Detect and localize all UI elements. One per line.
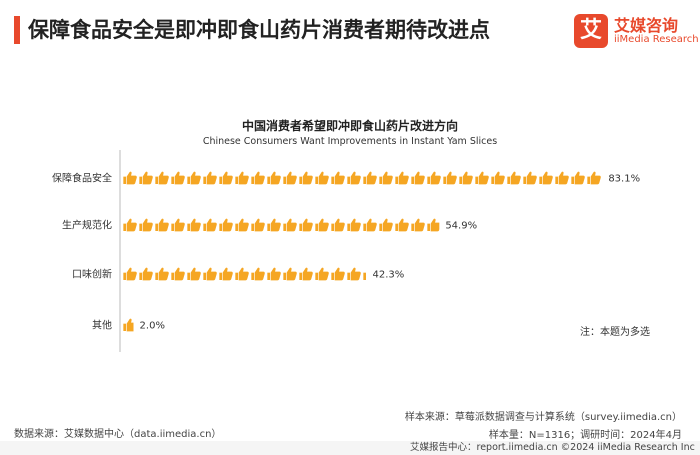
thumbs-up-icon: [411, 171, 425, 185]
title-accent-bar: [14, 16, 20, 44]
thumbs-up-icon: [363, 171, 377, 185]
thumbs-up-icon: [155, 267, 169, 281]
thumbs-up-icon: [571, 171, 585, 185]
sample-info: 样本量：N=1316；调研时间：2024年4月: [488, 430, 682, 441]
bar: [123, 218, 440, 232]
thumbs-up-icon: [283, 171, 297, 185]
bar: [123, 171, 601, 185]
thumbs-up-icon: [251, 171, 265, 185]
thumbs-up-icon: [443, 171, 457, 185]
page-title: 保障食品安全是即冲即食山药片消费者期待改进点: [28, 18, 490, 42]
category-label: 口味创新: [72, 268, 112, 281]
thumbs-up-icon: [347, 267, 361, 281]
thumbs-up-icon: [267, 171, 281, 185]
thumbs-up-icon: [331, 171, 345, 185]
thumbs-up-icon: [267, 218, 281, 232]
thumbs-up-icon: [315, 171, 329, 185]
thumbs-up-icon: [379, 218, 393, 232]
thumbs-up-icon: [347, 171, 361, 185]
data-source: 数据来源：艾媒数据中心（data.iimedia.cn）: [14, 429, 222, 440]
thumbs-up-icon: [123, 267, 137, 281]
thumbs-up-icon: [187, 171, 201, 185]
chart-title: 中国消费者希望即冲即食山药片改进方向: [241, 119, 458, 133]
thumbs-up-icon: [187, 218, 201, 232]
thumbs-up-icon: [123, 171, 137, 185]
bar: [123, 267, 367, 281]
thumbs-up-icon: [347, 218, 361, 232]
category-label: 其他: [92, 319, 112, 332]
thumbs-up-icon: [395, 218, 409, 232]
chart-note: 注：本题为多选: [580, 327, 650, 338]
thumbs-up-icon: [235, 218, 249, 232]
footer-bar: 艾媒报告中心：report.iimedia.cn ©2024 iiMedia R…: [0, 441, 700, 455]
thumbs-up-icon: [395, 171, 409, 185]
thumbs-up-icon: [235, 171, 249, 185]
thumbs-up-icon: [171, 171, 185, 185]
thumbs-up-icon: [187, 267, 201, 281]
thumbs-up-icon: [475, 171, 489, 185]
thumbs-up-icon: [491, 171, 505, 185]
value-label: 2.0%: [140, 321, 165, 332]
thumbs-up-icon: [219, 171, 233, 185]
thumbs-up-icon: [155, 171, 169, 185]
thumbs-up-icon: [235, 267, 249, 281]
thumbs-up-icon: [459, 171, 473, 185]
bar: [123, 318, 134, 332]
brand-logo: 艾 艾媒咨询 iiMedia Research: [574, 12, 699, 52]
thumbs-up-icon: [139, 218, 153, 232]
thumbs-up-icon: [411, 218, 425, 232]
thumbs-up-icon: [299, 218, 313, 232]
logo-mark-icon: 艾: [574, 14, 608, 48]
thumbs-up-icon: [283, 267, 297, 281]
category-label: 保障食品安全: [52, 172, 112, 185]
logo-name-en: iiMedia Research: [614, 34, 699, 45]
thumbs-up-icon: [155, 218, 169, 232]
thumbs-up-icon: [539, 171, 553, 185]
value-label: 42.3%: [372, 270, 404, 281]
thumbs-up-icon: [171, 267, 185, 281]
thumbs-up-icon: [267, 267, 281, 281]
value-label: 83.1%: [608, 174, 640, 185]
thumbs-up-icon: [587, 171, 601, 185]
thumbs-up-icon: [203, 171, 217, 185]
thumbs-up-icon: [139, 267, 153, 281]
thumbs-up-icon: [331, 218, 345, 232]
thumbs-up-icon: [123, 218, 137, 232]
chart-subtitle: Chinese Consumers Want Improvements in I…: [202, 136, 498, 147]
thumbs-up-icon: [251, 267, 265, 281]
thumbs-up-icon: [331, 267, 345, 281]
thumbs-up-icon: [363, 218, 377, 232]
thumbs-up-icon: [315, 267, 329, 281]
thumbs-up-icon: [427, 171, 441, 185]
thumbs-up-icon: [203, 267, 217, 281]
category-label: 生产规范化: [62, 219, 112, 232]
thumbs-up-icon: [523, 171, 537, 185]
thumbs-up-icon: [299, 267, 313, 281]
sample-source: 样本来源：草莓派数据调查与计算系统（survey.iimedia.cn）: [404, 412, 682, 423]
thumbs-up-icon: [171, 218, 185, 232]
thumbs-up-icon: [123, 318, 134, 332]
thumbs-up-icon: [555, 171, 569, 185]
footer-text: 艾媒报告中心：report.iimedia.cn ©2024 iiMedia R…: [410, 442, 695, 453]
thumbs-up-icon: [219, 218, 233, 232]
thumbs-up-icon: [283, 218, 297, 232]
thumbs-up-icon: [251, 218, 265, 232]
thumbs-up-icon: [379, 171, 393, 185]
thumbs-up-icon: [427, 218, 440, 232]
thumbs-up-icon: [139, 171, 153, 185]
thumbs-up-icon: [299, 171, 313, 185]
value-label: 54.9%: [445, 221, 477, 232]
thumbs-up-icon: [203, 218, 217, 232]
thumbs-up-icon: [507, 171, 521, 185]
logo-name-cn: 艾媒咨询: [614, 16, 679, 35]
thumbs-up-icon: [315, 218, 329, 232]
thumbs-up-icon: [219, 267, 233, 281]
